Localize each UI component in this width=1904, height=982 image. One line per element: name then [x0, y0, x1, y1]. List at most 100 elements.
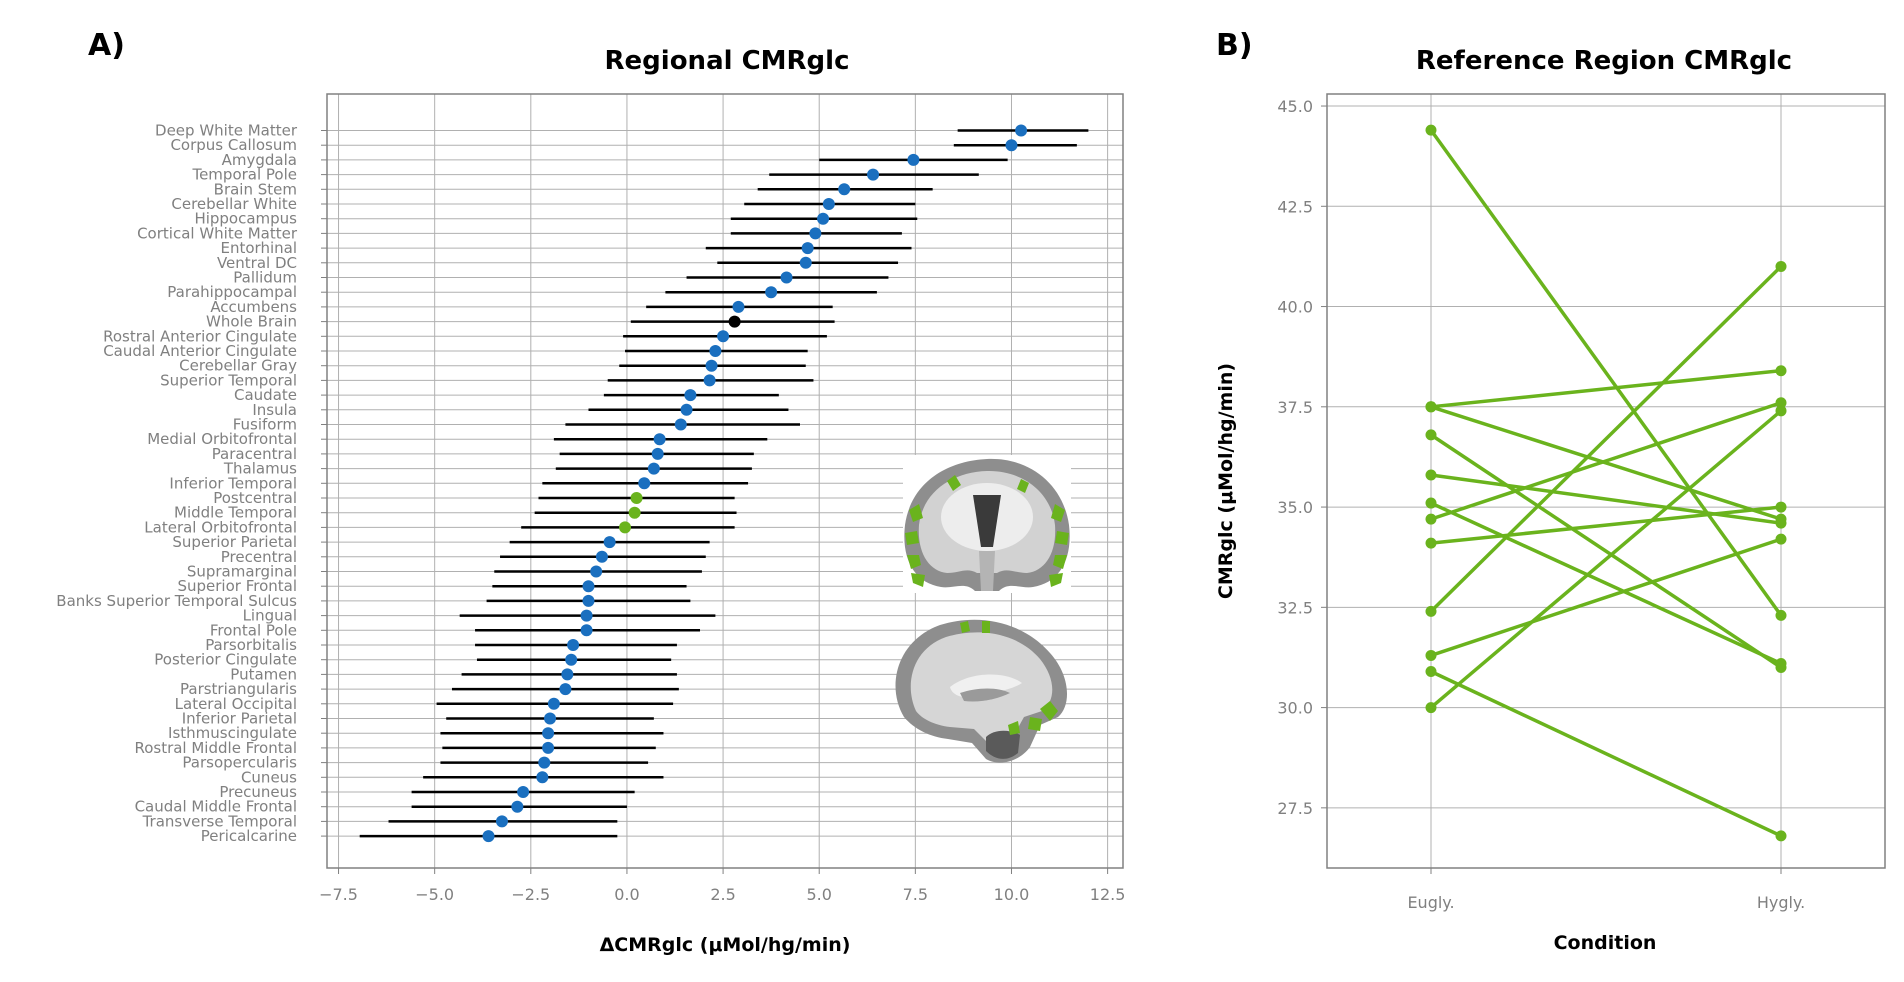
- region-label: Supramarginal: [187, 563, 297, 581]
- region-label: Middle Temporal: [174, 504, 297, 522]
- panel-b-grid: [1327, 94, 1885, 868]
- subject-point-eugly: [1425, 702, 1437, 714]
- region-label: Lateral Orbitofrontal: [144, 518, 297, 536]
- region-label: Deep White Matter: [155, 122, 298, 140]
- region-label: Caudal Anterior Cingulate: [103, 342, 297, 360]
- region-label: Entorhinal: [221, 239, 298, 257]
- subject-point-eugly: [1425, 513, 1437, 525]
- estimate-point: [559, 683, 572, 696]
- estimate-point: [517, 786, 530, 798]
- estimate-point: [580, 609, 593, 622]
- panel-a-marks: [359, 124, 1089, 843]
- x-tick-label: Hygly.: [1757, 893, 1805, 912]
- subject-point-eugly: [1425, 605, 1437, 617]
- y-tick-label: 42.5: [1277, 197, 1313, 216]
- subject-point-hygly: [1775, 830, 1787, 842]
- estimate-point: [495, 815, 508, 828]
- estimate-point: [799, 256, 812, 269]
- subject-line: [1430, 368, 1782, 409]
- estimate-point: [1005, 139, 1018, 152]
- subject-point-eugly: [1425, 469, 1437, 481]
- estimate-point: [907, 153, 920, 166]
- estimate-point: [822, 198, 835, 210]
- panel-b-letter: B): [1216, 28, 1253, 63]
- region-label: Medial Orbitofrontal: [147, 430, 297, 448]
- estimate-point: [482, 830, 495, 843]
- estimate-point: [867, 168, 880, 181]
- estimate-point: [780, 271, 793, 284]
- panel-b-ticks: 27.5 30.0 32.5 35.0 37.5 40.0 42.5 45.0 Eugly. Hy…: [1277, 97, 1805, 912]
- region-label: Precuneus: [219, 783, 297, 801]
- region-label: Cerebellar Gray: [179, 357, 297, 375]
- subject-point-hygly: [1775, 397, 1787, 409]
- x-tick-label: −7.5: [319, 885, 358, 904]
- region-label: Accumbens: [210, 298, 297, 316]
- subject-point-eugly: [1425, 497, 1437, 509]
- region-label: Temporal Pole: [191, 166, 297, 184]
- region-label: Thalamus: [223, 460, 297, 478]
- coronal-brain-inset: [903, 455, 1071, 593]
- estimate-point: [538, 756, 551, 769]
- panel-a-chart: Regional CMRglc −7.5 −5.0 −2.5 0.0 2.5 5.0 7.5…: [56, 46, 1125, 956]
- region-label: Posterior Cingulate: [154, 651, 297, 669]
- estimate-point: [628, 506, 641, 519]
- estimate-point: [582, 580, 595, 593]
- estimate-point: [703, 374, 716, 387]
- region-label: Inferior Temporal: [169, 474, 297, 492]
- estimate-point: [817, 212, 830, 225]
- subject-line: [1430, 405, 1782, 521]
- x-tick-label: 7.5: [903, 885, 928, 904]
- estimate-point: [651, 447, 664, 460]
- x-tick-label: 2.5: [710, 885, 735, 904]
- estimate-point: [595, 550, 608, 563]
- region-label: Ventral DC: [217, 254, 297, 272]
- subject-point-hygly: [1775, 609, 1787, 621]
- region-label: Lateral Occipital: [175, 695, 297, 713]
- estimate-point: [838, 183, 851, 196]
- region-label: Insula: [252, 401, 297, 419]
- estimate-point: [717, 330, 730, 343]
- region-label: Caudal Middle Frontal: [135, 798, 297, 816]
- estimate-point: [732, 300, 745, 313]
- region-label: Superior Frontal: [177, 577, 297, 595]
- subject-line: [1429, 265, 1783, 613]
- region-label: Hippocampus: [194, 210, 297, 228]
- region-label: Transverse Temporal: [142, 812, 297, 830]
- panel-a-xlabel: ΔCMRglc (μMol/hg/min): [600, 934, 851, 956]
- panel-b-frame: [1326, 93, 1886, 869]
- region-label: Caudate: [234, 386, 297, 404]
- estimate-point: [1015, 124, 1028, 137]
- subject-point-hygly: [1775, 365, 1787, 377]
- panel-a-title: Regional CMRglc: [605, 46, 850, 76]
- panel-a-xticks: −7.5 −5.0 −2.5 0.0 2.5 5.0 7.5 10.0 12.5: [319, 130, 1125, 904]
- estimate-point: [630, 492, 643, 504]
- estimate-point: [765, 286, 778, 299]
- subject-line: [1430, 433, 1782, 669]
- estimate-point: [728, 315, 741, 328]
- subject-line: [1429, 409, 1783, 709]
- estimate-point: [567, 639, 580, 651]
- estimate-point: [619, 521, 632, 534]
- panel-b-ylabel: CMRglc (μMol/hg/min): [1215, 363, 1237, 599]
- region-label: Paracentral: [212, 445, 297, 463]
- subject-point-hygly: [1775, 405, 1787, 417]
- region-label: Pallidum: [233, 269, 297, 287]
- x-tick-label: −2.5: [511, 885, 550, 904]
- region-label: Rostral Middle Frontal: [134, 739, 297, 757]
- region-label: Cortical White Matter: [137, 224, 298, 242]
- region-label: Frontal Pole: [210, 621, 297, 639]
- subject-line: [1430, 669, 1782, 838]
- estimate-point: [705, 359, 718, 372]
- region-label: Whole Brain: [206, 313, 297, 331]
- region-label: Amygdala: [222, 151, 297, 169]
- region-label: Fusiform: [233, 416, 297, 434]
- estimate-point: [809, 227, 822, 240]
- panel-b-marks: [1425, 124, 1787, 842]
- x-tick-label: 0.0: [614, 885, 639, 904]
- region-label: Banks Superior Temporal Sulcus: [56, 592, 297, 610]
- estimate-point: [542, 727, 555, 740]
- panel-b-title: Reference Region CMRglc: [1416, 46, 1792, 76]
- region-label: Parsorbitalis: [205, 636, 297, 654]
- estimate-point: [638, 477, 651, 490]
